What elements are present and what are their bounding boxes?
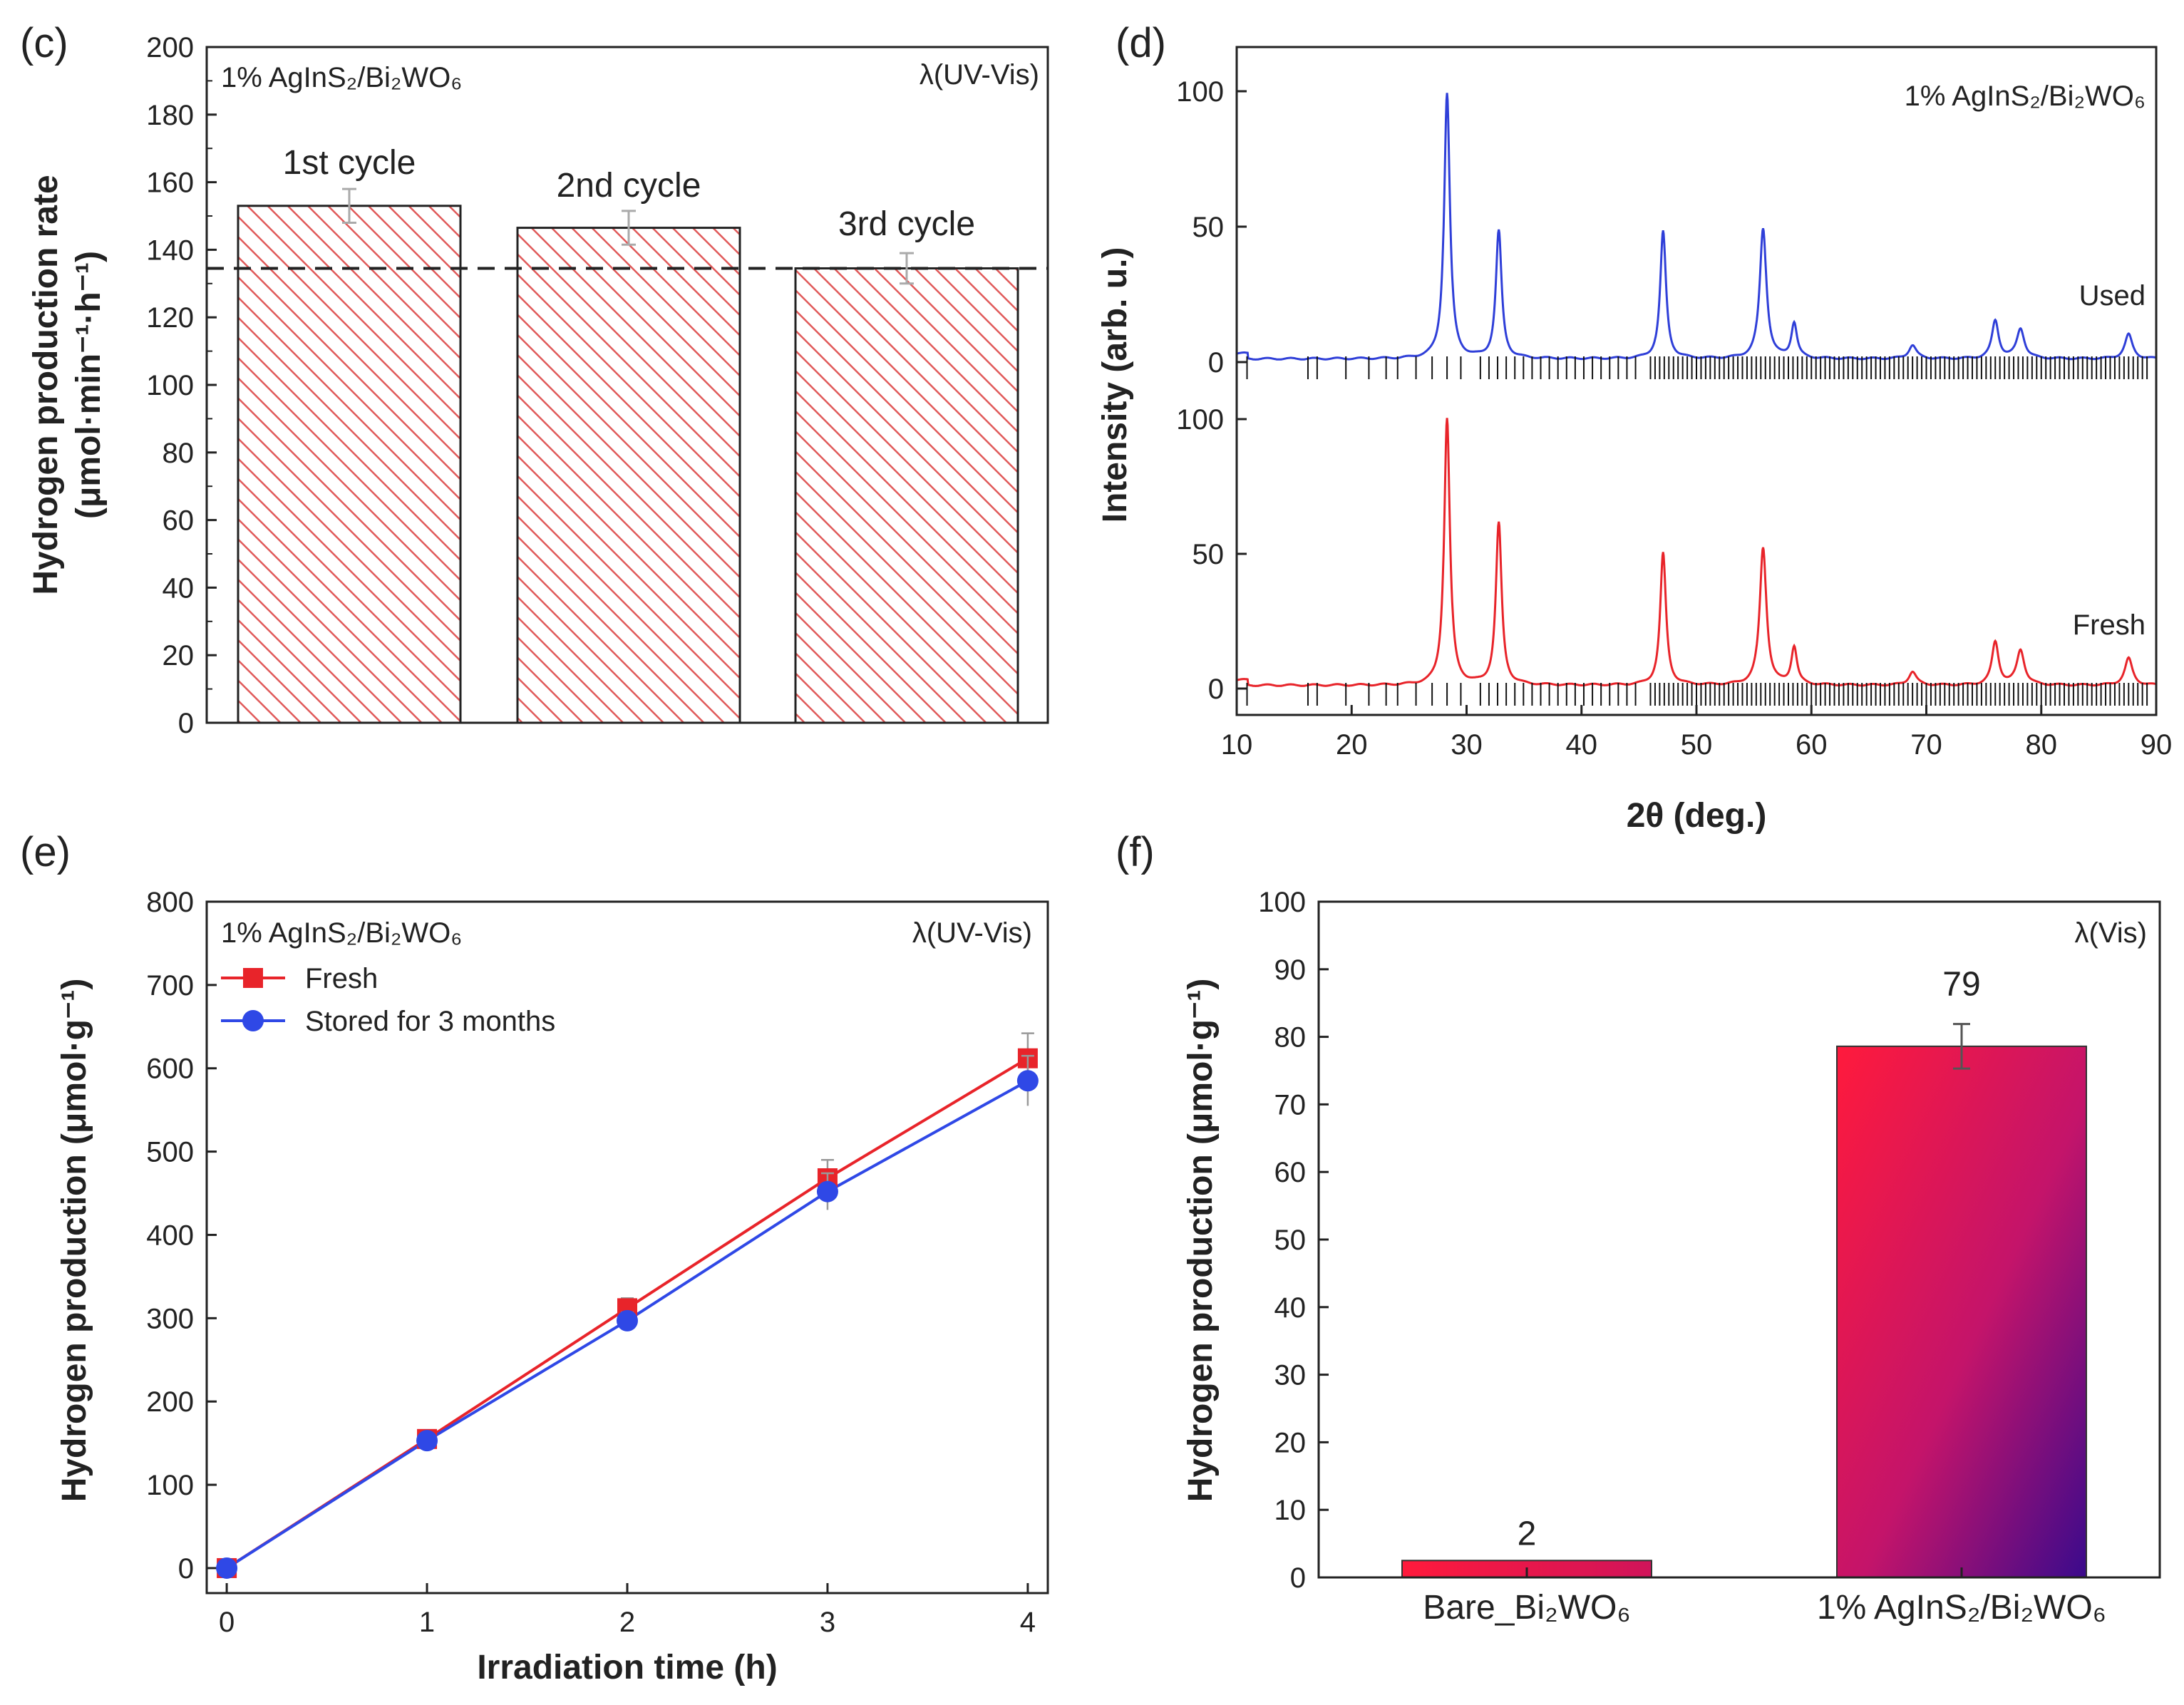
panel-f-bar — [1836, 1045, 2087, 1578]
panel-c-ylabel-line1: Hydrogen production rate — [27, 175, 65, 594]
legend-stored-label: Stored for 3 months — [305, 1006, 555, 1037]
panel-c-bar-label: 1st cycle — [283, 144, 416, 182]
panel-f-ytick-label: 20 — [1274, 1427, 1307, 1458]
panel-f-category-label: Bare_Bi₂WO₆ — [1423, 1589, 1630, 1627]
panel-c-ytick-label: 80 — [163, 438, 195, 469]
panel-f-ytick-label: 10 — [1274, 1495, 1307, 1526]
panel-e-xtick-label: 0 — [219, 1607, 235, 1638]
panel-d-xtick-label: 80 — [2026, 729, 2058, 761]
panel-d-xtick-label: 20 — [1336, 729, 1368, 761]
panel-d-xtick-label: 10 — [1221, 729, 1253, 761]
panel-d-xrd-chart: Used Fresh 0 50 100 0 50 100 10 20 30 40 50 60 70 80 90… — [1096, 46, 2173, 835]
panel-e-xtick-label: 3 — [820, 1607, 835, 1638]
panel-d-xtick-label: 30 — [1451, 729, 1483, 761]
panel-f-ytick-label: 60 — [1274, 1157, 1307, 1188]
panel-d-sample-label: 1% AgInS₂/Bi₂WO₆ — [1905, 81, 2146, 112]
legend-stored-marker — [242, 1010, 264, 1031]
panel-d-xtick-label: 60 — [1796, 729, 1828, 761]
panel-d-xlabel: 2θ (deg.) — [1627, 797, 1767, 835]
panel-e-ytick-label: 400 — [146, 1220, 194, 1251]
panel-e-xtick-label: 1 — [419, 1607, 435, 1638]
legend-fresh-label: Fresh — [305, 963, 378, 994]
panel-f-ytick-label: 40 — [1274, 1292, 1307, 1324]
panel-e-xlabel: Irradiation time (h) — [477, 1649, 777, 1686]
panel-d-series-label: Used — [2079, 280, 2146, 311]
panel-e-ytick-label: 500 — [146, 1137, 194, 1168]
legend-fresh-marker — [243, 968, 263, 988]
panel-d-ylabel: Intensity (arb. u.) — [1096, 247, 1134, 523]
panel-d-xtick-label: 50 — [1681, 729, 1713, 761]
panel-e-ytick-label: 700 — [146, 970, 194, 1001]
panel-d-ytick-label: 100 — [1176, 404, 1224, 436]
panel-c-ytick-label: 140 — [146, 235, 194, 266]
panel-d-ytick-label: 50 — [1193, 212, 1225, 243]
panel-d-ytick-label: 0 — [1208, 674, 1224, 705]
panel-f-ytick-label: 70 — [1274, 1089, 1307, 1121]
panel-c-ytick-label: 180 — [146, 100, 194, 131]
panel-d-series-label: Fresh — [2073, 609, 2146, 641]
panel-e-ytick-label: 300 — [146, 1303, 194, 1334]
panel-e-xtick-label: 4 — [1020, 1607, 1036, 1638]
panel-e-point-stored — [617, 1309, 638, 1331]
panel-c-bar — [794, 267, 1019, 724]
panel-c-ytick-label: 20 — [163, 640, 195, 671]
panel-f-ytick-label: 50 — [1274, 1225, 1307, 1256]
panel-e-line-chart: 0 100 200 300 400 500 600 700 800 0 1 2 3 4 1% AgInS₂… — [56, 887, 1049, 1686]
panel-c-ytick-label: 60 — [163, 505, 195, 537]
panel-f-ytick-label: 0 — [1290, 1562, 1306, 1594]
panel-label-e: (e) — [20, 829, 71, 875]
panel-c-ytick-label: 100 — [146, 370, 194, 401]
panel-f-bar-chart: 2 Bare_Bi₂WO₆ 79 1% AgInS₂/Bi₂WO₆ 0 10 20 30 40… — [1182, 887, 2161, 1627]
panel-c-ytick-label: 160 — [146, 168, 194, 199]
panel-e-point-stored — [1016, 1070, 1039, 1092]
panel-e-ytick-label: 100 — [146, 1470, 194, 1501]
panel-d-ytick-label: 50 — [1193, 539, 1225, 570]
panel-d-ytick-label: 0 — [1208, 347, 1224, 378]
panel-f-data-label: 2 — [1518, 1515, 1537, 1552]
panel-e-wavelength-label: λ(UV-Vis) — [912, 917, 1032, 949]
panel-f-category-label: 1% AgInS₂/Bi₂WO₆ — [1817, 1589, 2106, 1627]
panel-d-frame — [1235, 46, 2158, 716]
panel-c-ytick-label: 0 — [178, 708, 194, 739]
panel-e-ytick-label: 600 — [146, 1054, 194, 1085]
panel-e-legend: Fresh Stored for 3 months — [221, 963, 555, 1037]
panel-c-bar — [237, 205, 462, 724]
panel-f-wavelength-label: λ(Vis) — [2075, 917, 2147, 949]
panel-d-pattern-fresh — [1236, 418, 2157, 687]
panel-f-ytick-label: 90 — [1274, 954, 1307, 986]
panel-c-ytick-label: 120 — [146, 302, 194, 334]
panel-d-xtick-label: 40 — [1566, 729, 1598, 761]
panel-d-pattern-used — [1236, 93, 2157, 361]
panel-c-bar-label: 3rd cycle — [838, 205, 975, 243]
panel-e-ytick-label: 800 — [146, 887, 194, 918]
panel-c-ytick-label: 200 — [146, 32, 194, 63]
panel-c-wavelength-label: λ(UV-Vis) — [920, 59, 1039, 91]
panel-e-ytick-label: 0 — [178, 1553, 194, 1585]
panel-label-c: (c) — [20, 20, 68, 66]
panel-c-sample-label: 1% AgInS₂/Bi₂WO₆ — [221, 62, 462, 93]
panel-f-ytick-label: 80 — [1274, 1022, 1307, 1054]
panel-c-bar-label: 2nd cycle — [557, 167, 701, 205]
panel-d-ytick-label: 100 — [1176, 76, 1224, 108]
panel-e-point-stored — [416, 1430, 438, 1452]
panel-f-ytick-label: 30 — [1274, 1360, 1307, 1391]
panel-e-xtick-label: 2 — [619, 1607, 635, 1638]
panel-f-ylabel: Hydrogen production (μmol·g⁻¹) — [1182, 979, 1220, 1503]
panel-c-ytick-label: 40 — [163, 572, 195, 604]
panel-e-sample-label: 1% AgInS₂/Bi₂WO₆ — [221, 917, 462, 949]
panel-e-ytick-label: 200 — [146, 1386, 194, 1418]
panel-e-point-stored — [816, 1180, 838, 1202]
panel-c-bar — [516, 227, 741, 724]
panel-label-d: (d) — [1116, 20, 1166, 66]
panel-f-ytick-label: 100 — [1258, 887, 1306, 918]
panel-e-point-stored — [216, 1557, 238, 1579]
panel-f-data-label: 79 — [1942, 966, 1980, 1004]
panel-label-f: (f) — [1116, 829, 1155, 875]
panel-d-xtick-label: 70 — [1910, 729, 1942, 761]
panel-d-xtick-label: 90 — [2141, 729, 2173, 761]
panel-c-ylabel-line2: (μmol·min⁻¹·h⁻¹) — [70, 251, 108, 519]
panel-e-ylabel: Hydrogen production (μmol·g⁻¹) — [56, 979, 93, 1503]
panel-c-bar-chart: 1st cycle 2nd cycle 3rd cycle 0 20 40 60 80 100… — [27, 32, 1049, 739]
